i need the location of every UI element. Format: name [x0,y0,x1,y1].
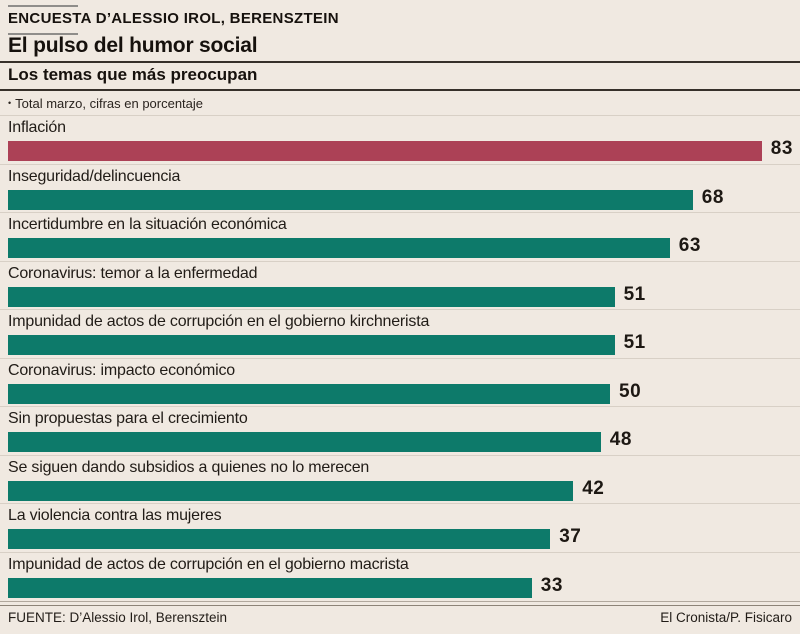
bar [8,286,615,307]
bar-value: 42 [582,477,605,499]
chart-row: Impunidad de actos de corrupción en el g… [0,309,800,358]
bar-value: 37 [559,526,582,547]
chart-row: Sin propuestas para el crecimiento 48 [0,406,800,455]
bar-value: 48 [609,429,632,450]
footer-divider-top [0,601,800,602]
kicker-top-divider [8,5,78,7]
bar-value: 83 [770,138,793,159]
chart-row: Incertidumbre en la situación económica … [0,212,800,261]
chart-note-text: Total marzo, cifras en porcentaje [15,96,204,111]
chart-row: Inseguridad/delincuencia 68 [0,163,800,213]
publisher-credit: El Cronista/P. Fisicaro [660,610,792,625]
bar [8,577,532,598]
source-credit: FUENTE: D’Alessio Irol, Berensztein [8,610,228,625]
bar [8,432,601,452]
bar-value: 51 [623,332,646,353]
bar-label: Impunidad de actos de corrupción en el g… [8,555,409,573]
bar-label: Sin propuestas para el crecimiento [8,410,248,427]
bar-label: Coronavirus: temor a la enfermedad [8,264,258,282]
bar [8,480,574,501]
bar [8,335,615,355]
chart-row: Se siguen dando subsidios a quienes no l… [0,454,800,504]
bar-value: 51 [623,283,646,305]
bar-label: Coronavirus: impacto económico [8,361,235,379]
chart-row: Coronavirus: temor a la enfermedad 51 [0,260,800,310]
bar [8,383,610,404]
bar-label: Inseguridad/delincuencia [8,167,181,185]
bar-label: Inflación [8,119,66,136]
title-divider [0,61,800,63]
kicker: ENCUESTA D’ALESSIO IROL, BERENSZTEIN [8,10,339,27]
bar [8,529,551,549]
bar [8,189,693,210]
bar-value: 63 [678,235,701,256]
bar-label: Se siguen dando subsidios a quienes no l… [8,458,370,476]
bar-label: Incertidumbre en la situación económica [8,216,287,233]
chart-row: Impunidad de actos de corrupción en el g… [0,551,800,601]
bar [8,141,762,161]
chart-rows: Inflación 83 Inseguridad/delincuencia 68… [0,115,800,600]
bar-label: Impunidad de actos de corrupción en el g… [8,313,430,330]
bar [8,238,670,258]
chart-note: • Total marzo, cifras en porcentaje [8,96,203,111]
chart-subtitle: Los temas que más preocupan [8,65,258,84]
footer-divider-bottom [0,605,800,606]
bar-value: 33 [540,574,563,596]
page-title: El pulso del humor social [8,34,258,57]
subtitle-divider [0,89,800,91]
bullet-icon: • [8,98,12,108]
kicker-bottom-divider [8,33,78,35]
chart-row: La violencia contra las mujeres 37 [0,503,800,552]
chart-row: Coronavirus: impacto económico 50 [0,357,800,407]
chart-row: Inflación 83 [0,115,800,164]
bar-label: La violencia contra las mujeres [8,507,222,524]
bar-value: 68 [701,186,724,208]
bar-value: 50 [619,380,642,402]
